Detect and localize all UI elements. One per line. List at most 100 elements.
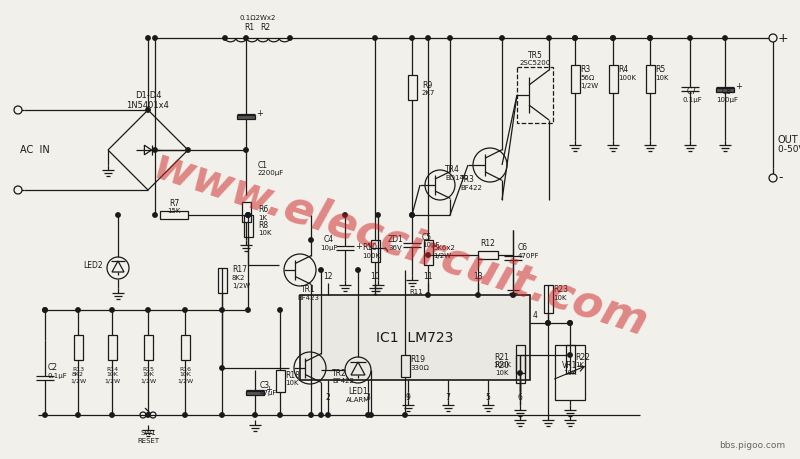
Text: R8: R8: [258, 220, 268, 230]
Circle shape: [426, 36, 430, 40]
Text: 15K: 15K: [167, 208, 181, 214]
Text: 10K: 10K: [655, 75, 669, 81]
Text: R10: R10: [362, 244, 377, 252]
Circle shape: [14, 106, 22, 114]
Circle shape: [43, 308, 47, 312]
Text: RESET: RESET: [137, 438, 159, 444]
Text: 0.1Ω2Wx2: 0.1Ω2Wx2: [239, 15, 276, 21]
Circle shape: [278, 308, 282, 312]
Text: 9: 9: [406, 393, 410, 402]
Bar: [160, 211, 188, 219]
Text: 0.1μF: 0.1μF: [48, 373, 68, 379]
Circle shape: [568, 321, 572, 325]
Circle shape: [146, 413, 150, 417]
Text: 13: 13: [473, 272, 483, 281]
Text: R7: R7: [169, 200, 179, 208]
Circle shape: [186, 148, 190, 152]
Text: R13
8K2
1/2W: R13 8K2 1/2W: [70, 367, 86, 383]
Text: R17: R17: [232, 265, 247, 274]
Text: 6: 6: [518, 393, 522, 402]
Circle shape: [688, 36, 692, 40]
Bar: [237, 115, 255, 119]
Text: R18: R18: [285, 370, 300, 380]
Circle shape: [246, 308, 250, 312]
Text: +: +: [265, 386, 272, 394]
Text: +: +: [778, 32, 789, 45]
Circle shape: [448, 36, 452, 40]
Circle shape: [500, 36, 504, 40]
Bar: [243, 215, 253, 237]
Circle shape: [43, 308, 47, 312]
Circle shape: [246, 213, 250, 217]
Text: D1-D4: D1-D4: [134, 90, 162, 100]
Circle shape: [76, 308, 80, 312]
Text: R19: R19: [410, 356, 425, 364]
Circle shape: [573, 36, 578, 40]
Circle shape: [244, 148, 248, 152]
Circle shape: [518, 371, 522, 375]
Text: 36V: 36V: [388, 245, 402, 251]
Circle shape: [222, 36, 227, 40]
Text: 10K: 10K: [495, 370, 509, 376]
Circle shape: [326, 413, 330, 417]
Bar: [515, 355, 525, 383]
Circle shape: [769, 34, 777, 42]
Bar: [242, 202, 250, 222]
Circle shape: [220, 366, 224, 370]
Bar: [543, 285, 553, 313]
Text: TR1: TR1: [301, 285, 315, 295]
Text: 330Ω: 330Ω: [410, 365, 429, 371]
Bar: [646, 65, 654, 93]
Text: BD140: BD140: [445, 175, 468, 181]
Text: C1: C1: [258, 161, 268, 169]
Text: +: +: [355, 242, 362, 251]
Circle shape: [244, 36, 248, 40]
Circle shape: [110, 413, 114, 417]
Text: R22: R22: [575, 353, 590, 362]
Text: LED2: LED2: [83, 261, 103, 269]
Text: 7: 7: [446, 393, 450, 402]
Text: BF423: BF423: [297, 295, 319, 301]
Circle shape: [769, 174, 777, 182]
Circle shape: [153, 36, 157, 40]
Text: R6: R6: [258, 206, 268, 214]
Text: 2SC5200: 2SC5200: [519, 60, 550, 66]
Circle shape: [410, 36, 414, 40]
Circle shape: [153, 148, 157, 152]
Text: BF422: BF422: [460, 185, 482, 191]
Bar: [401, 355, 410, 377]
Circle shape: [611, 36, 615, 40]
Text: 2: 2: [326, 393, 330, 402]
Circle shape: [288, 36, 292, 40]
Circle shape: [403, 413, 407, 417]
Text: 11: 11: [423, 272, 433, 281]
Text: R21: R21: [494, 353, 510, 362]
Text: R12: R12: [481, 239, 495, 247]
Circle shape: [153, 213, 157, 217]
Circle shape: [476, 293, 480, 297]
Circle shape: [547, 36, 551, 40]
Text: R16
10K
1/2W: R16 10K 1/2W: [177, 367, 193, 383]
Bar: [107, 335, 117, 360]
Circle shape: [356, 268, 360, 272]
Circle shape: [182, 413, 187, 417]
Circle shape: [116, 213, 120, 217]
Text: 470PF: 470PF: [518, 253, 539, 259]
Text: C4: C4: [324, 235, 334, 245]
Bar: [478, 251, 498, 259]
Text: -: -: [778, 172, 782, 185]
Circle shape: [318, 268, 323, 272]
Text: R5: R5: [655, 66, 666, 74]
Circle shape: [373, 36, 378, 40]
Text: R14
10K
1/2W: R14 10K 1/2W: [104, 367, 120, 383]
Bar: [300, 295, 530, 380]
Text: C8: C8: [722, 88, 732, 96]
Text: 5: 5: [486, 393, 490, 402]
Text: 10K: 10K: [285, 380, 298, 386]
Circle shape: [376, 213, 380, 217]
Bar: [246, 391, 264, 395]
Circle shape: [366, 413, 370, 417]
Circle shape: [568, 353, 572, 357]
Circle shape: [410, 213, 414, 217]
Circle shape: [318, 413, 323, 417]
